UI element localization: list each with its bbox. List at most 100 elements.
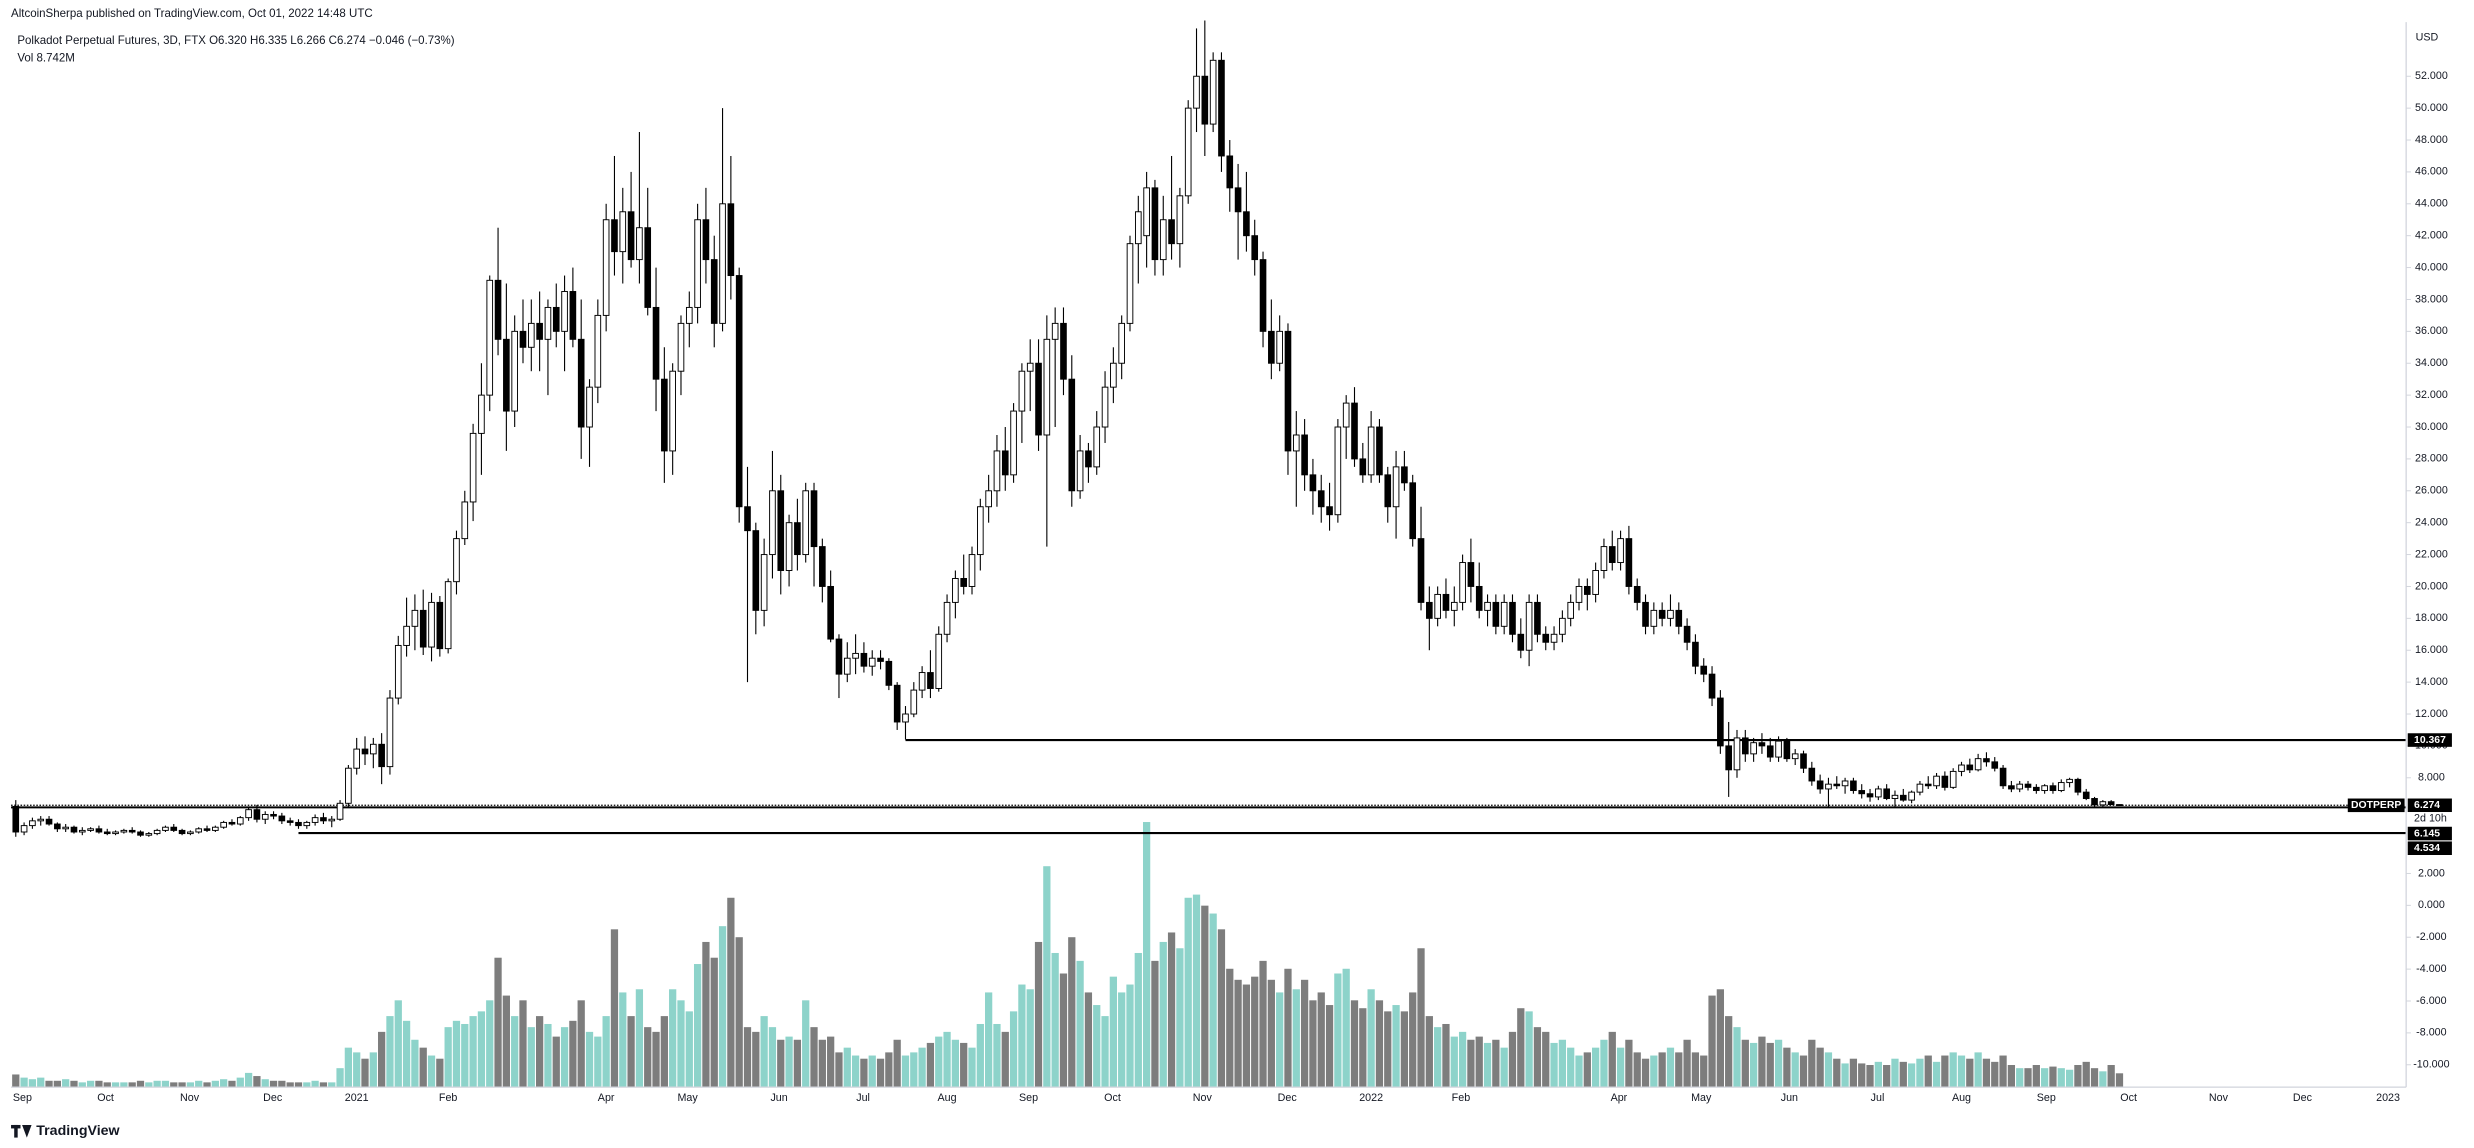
volume-bar	[1874, 1061, 1882, 1088]
candle-body	[1218, 59, 1225, 157]
volume-bar	[336, 1068, 344, 1088]
level-label: 6.145	[2414, 828, 2440, 839]
candle-body	[893, 684, 901, 723]
y-tick-label: 16.000	[2415, 644, 2448, 656]
volume-bar	[652, 1031, 660, 1088]
volume-bar	[1458, 1031, 1467, 1088]
candle-body	[78, 829, 86, 833]
candle-body	[1384, 474, 1392, 508]
volume-bar	[1209, 913, 1217, 1088]
candle-body	[810, 490, 818, 548]
candle-body	[320, 817, 327, 822]
volume-bar	[1866, 1065, 1874, 1088]
candle-body	[552, 306, 560, 332]
candle-body	[536, 322, 543, 340]
volume-bar	[1375, 1000, 1384, 1088]
volume-bar	[1176, 948, 1184, 1088]
volume-bar	[1924, 1055, 1932, 1088]
candle-body	[511, 330, 518, 412]
volume-bar	[527, 1027, 535, 1088]
volume-bar	[1434, 1027, 1442, 1088]
candle-body	[1683, 625, 1691, 643]
volume-bar	[1068, 937, 1076, 1088]
candle-body	[802, 490, 810, 556]
candle-body	[902, 713, 909, 723]
candle-body	[1500, 601, 1508, 627]
candle-body	[744, 506, 751, 532]
candle-body	[968, 554, 976, 587]
y-tick-label: 20.000	[2415, 580, 2448, 592]
candle-body	[1991, 761, 1999, 769]
candle-body	[1916, 783, 1924, 793]
candle-body	[128, 829, 136, 833]
candle-body	[1193, 75, 1200, 109]
candle-body	[1766, 745, 1774, 758]
volume-bar	[1592, 1047, 1600, 1088]
volume-bar	[1517, 1008, 1525, 1088]
volume-bar	[1691, 1052, 1700, 1088]
volume-bar	[228, 1080, 236, 1088]
candle-body	[785, 522, 793, 571]
volume-bar	[494, 957, 502, 1088]
candle-body	[1243, 211, 1250, 237]
volume-bar	[660, 1016, 668, 1088]
volume-bar	[1400, 1011, 1409, 1088]
candle-body	[1899, 794, 1907, 801]
volume-bar	[2107, 1065, 2115, 1088]
volume-bar	[2032, 1065, 2040, 1088]
candle-body	[1093, 426, 1101, 468]
x-tick-label: Nov	[1193, 1092, 1213, 1104]
volume-bar	[752, 1031, 760, 1088]
x-tick-label: Feb	[1452, 1092, 1471, 1104]
candle-body	[1076, 450, 1084, 492]
volume-bar	[86, 1080, 95, 1088]
candle-body	[1051, 322, 1059, 340]
volume-bar	[1142, 822, 1151, 1088]
candle-body	[1708, 673, 1716, 699]
volume-bar	[1483, 1042, 1492, 1088]
candle-body	[303, 821, 311, 827]
volume-bar	[1783, 1047, 1791, 1088]
volume-bar	[1093, 1005, 1101, 1088]
candle-body	[835, 638, 843, 675]
candle-body	[843, 657, 851, 675]
volume-bar	[1583, 1052, 1591, 1088]
candle-body	[827, 585, 834, 640]
volume-bar	[1500, 1047, 1508, 1088]
candle-body	[286, 820, 294, 823]
volume-bar	[1883, 1065, 1891, 1088]
candle-body	[503, 338, 510, 412]
candle-body	[1933, 775, 1940, 787]
volume-bar	[685, 1011, 693, 1088]
volume-bar	[1134, 952, 1142, 1088]
candle-body	[1941, 775, 1949, 788]
candle-body	[1334, 426, 1342, 516]
volume-bar	[851, 1055, 860, 1088]
candle-body	[586, 386, 593, 428]
volume-bar	[394, 1000, 402, 1088]
y-tick-label: 50.000	[2415, 102, 2448, 114]
volume-bar	[1350, 1000, 1359, 1088]
volume-bar	[427, 1055, 436, 1088]
logo-part	[22, 1124, 32, 1138]
volume-bar	[1300, 979, 1309, 1088]
candle-body	[386, 697, 394, 768]
candle-body	[170, 826, 178, 831]
volume-bar	[976, 1023, 984, 1088]
x-tick-label: Oct	[1104, 1092, 1121, 1104]
candle-body	[1559, 617, 1566, 635]
candle-body	[137, 831, 144, 836]
volume-bar	[461, 1023, 469, 1088]
volume-bar	[1492, 1039, 1500, 1088]
volume-bar	[610, 929, 619, 1088]
y-tick-label: 30.000	[2415, 421, 2448, 433]
y-tick-label: -6.000	[2416, 995, 2446, 1007]
candle-body	[311, 817, 319, 823]
volume-bar	[1833, 1058, 1841, 1088]
volume-bar	[328, 1082, 336, 1088]
candle-body	[1617, 538, 1624, 564]
y-tick-label: 46.000	[2415, 166, 2448, 178]
volume-bar	[294, 1082, 303, 1088]
y-tick-label: 0.000	[2418, 899, 2445, 911]
